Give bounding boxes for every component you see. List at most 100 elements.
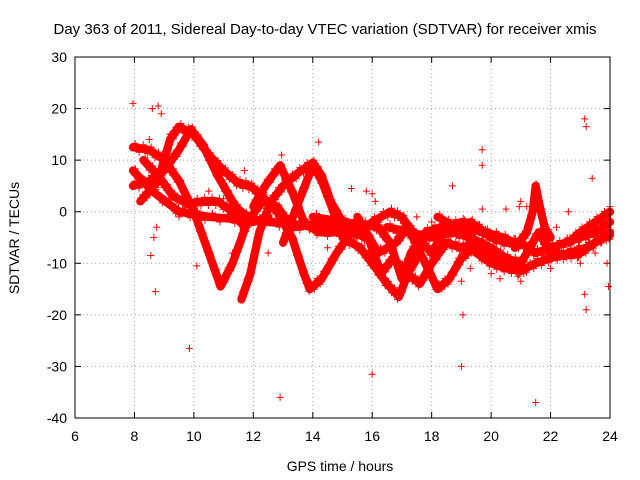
- trace-marker: [392, 229, 400, 237]
- trace-marker: [319, 177, 327, 184]
- outlier-point: [532, 399, 540, 406]
- trace-marker: [408, 266, 416, 274]
- trace-marker: [382, 268, 390, 276]
- trace-marker: [190, 203, 197, 211]
- outlier-point: [605, 283, 612, 290]
- outlier-point: [185, 344, 193, 352]
- trace-marker: [331, 256, 339, 264]
- trace-marker: [485, 247, 492, 255]
- trace-marker: [386, 220, 394, 228]
- trace-marker: [151, 177, 159, 185]
- trace-marker: [275, 207, 283, 215]
- trace-marker: [173, 178, 181, 186]
- trace-marker: [181, 130, 189, 138]
- trace-marker: [426, 251, 434, 259]
- trace-marker: [136, 178, 144, 186]
- trace-marker: [464, 237, 472, 245]
- trace-marker: [158, 159, 166, 167]
- trace-marker: [287, 188, 294, 196]
- trace-marker: [572, 228, 580, 236]
- trace-marker: [292, 175, 300, 183]
- outlier-point: [240, 167, 248, 174]
- x-tick-label: 24: [602, 428, 618, 444]
- trace-marker: [576, 242, 583, 250]
- trace-marker: [158, 199, 166, 207]
- trace-marker: [152, 174, 160, 182]
- trace-marker: [370, 258, 378, 266]
- trace-marker: [327, 212, 335, 220]
- trace-marker: [174, 128, 182, 136]
- trace-marker: [267, 178, 275, 186]
- trace-marker: [272, 196, 280, 204]
- trace-marker: [268, 214, 276, 222]
- outlier-point: [398, 285, 406, 293]
- trace-marker: [274, 168, 282, 176]
- trace-marker: [328, 196, 336, 204]
- trace-marker: [199, 229, 207, 237]
- trace-marker: [506, 241, 514, 248]
- outlier-point: [347, 185, 355, 192]
- trace-marker: [450, 271, 458, 279]
- outlier-point: [581, 290, 589, 298]
- trace-marker: [510, 234, 518, 242]
- trace-marker: [431, 221, 439, 229]
- trace-marker: [243, 208, 251, 216]
- trace-marker: [254, 199, 262, 207]
- x-tick-label: 18: [424, 428, 440, 444]
- outlier-point: [502, 205, 510, 213]
- trace-marker: [327, 255, 335, 262]
- trace-marker: [437, 242, 445, 250]
- trace-marker: [511, 253, 519, 261]
- outlier-point: [564, 208, 572, 216]
- trace-marker: [194, 207, 202, 215]
- trace-marker: [212, 266, 220, 274]
- trace-marker: [571, 231, 579, 239]
- trace-marker: [247, 220, 255, 228]
- trace-marker: [214, 157, 222, 164]
- trace-marker: [424, 270, 432, 278]
- trace-marker: [278, 188, 286, 196]
- trace-marker: [472, 226, 480, 234]
- trace-marker: [400, 211, 408, 219]
- y-tick-label: 20: [51, 101, 67, 117]
- trace-marker: [402, 272, 410, 280]
- data-trace: [278, 161, 353, 247]
- trace-marker: [304, 275, 312, 283]
- trace-marker: [527, 238, 535, 246]
- trace-marker: [139, 141, 147, 149]
- trace-marker: [302, 215, 310, 223]
- trace-marker: [143, 194, 151, 202]
- trace-marker: [504, 261, 512, 269]
- trace-marker: [368, 248, 376, 256]
- outlier-point: [547, 264, 555, 272]
- trace-marker: [511, 262, 519, 270]
- trace-marker: [219, 205, 227, 213]
- trace-marker: [145, 166, 153, 174]
- trace-marker: [131, 139, 139, 147]
- trace-marker: [239, 225, 247, 233]
- trace-marker: [361, 217, 369, 225]
- trace-marker: [221, 278, 229, 286]
- trace-marker: [275, 184, 283, 192]
- trace-marker: [298, 218, 306, 226]
- outlier-point: [576, 259, 584, 267]
- trace-marker: [316, 280, 324, 288]
- trace-marker: [508, 270, 515, 277]
- trace-marker: [208, 193, 216, 201]
- trace-marker: [538, 209, 546, 217]
- trace-marker: [553, 256, 561, 264]
- trace-marker: [159, 165, 167, 173]
- trace-marker: [260, 221, 268, 229]
- trace-marker: [301, 267, 309, 275]
- trace-marker: [371, 213, 378, 221]
- trace-marker: [375, 269, 383, 277]
- outlier-point: [517, 197, 525, 205]
- trace-marker: [313, 217, 320, 224]
- trace-marker: [394, 207, 401, 215]
- outlier-point: [457, 362, 465, 370]
- trace-marker: [444, 280, 452, 288]
- trace-marker: [411, 253, 419, 261]
- trace-marker: [254, 238, 262, 246]
- trace-marker: [353, 234, 361, 242]
- trace-marker: [345, 242, 353, 249]
